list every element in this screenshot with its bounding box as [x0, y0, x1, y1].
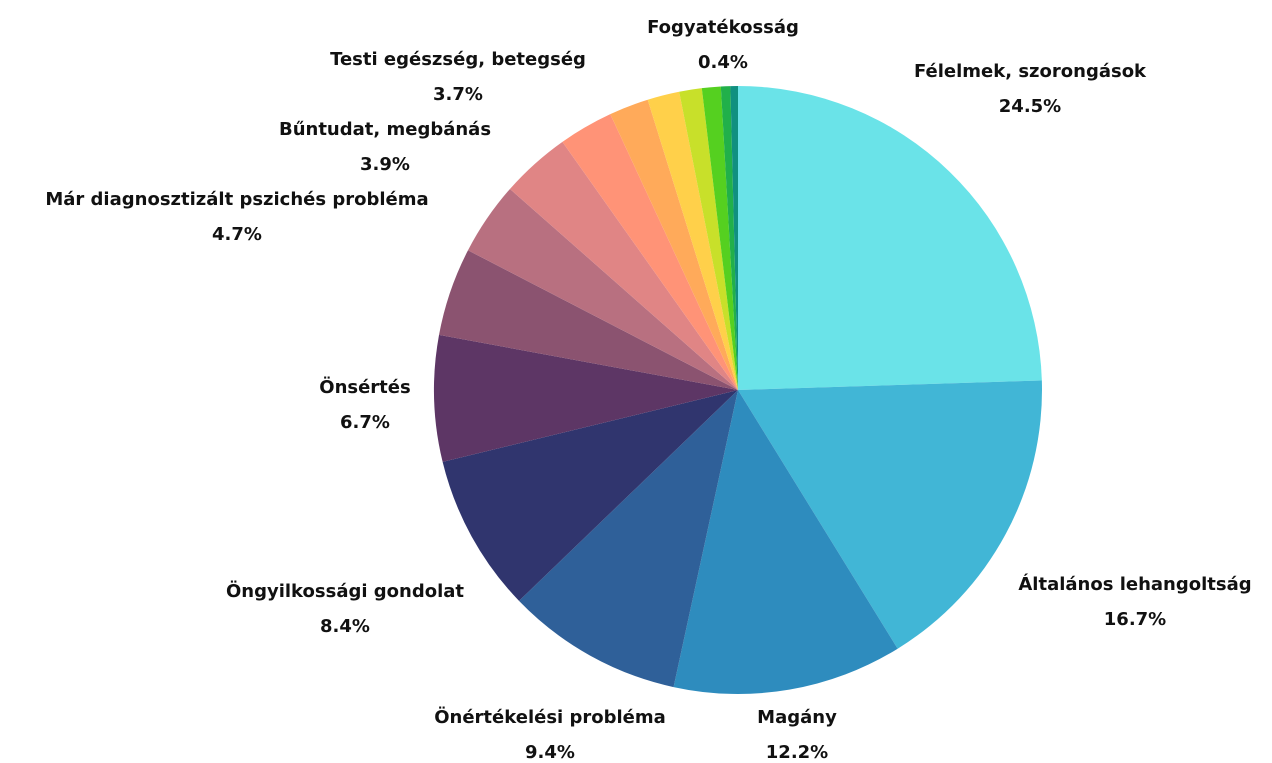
value-label: 0.4%	[698, 52, 748, 73]
value-label: 6.7%	[340, 412, 390, 433]
value-label: 4.7%	[212, 224, 262, 245]
value-label: 16.7%	[1104, 609, 1166, 630]
pie-slice	[442, 390, 738, 601]
value-label: 9.4%	[525, 742, 575, 763]
slice-label: Általános lehangoltság	[1018, 573, 1251, 595]
pie-slice	[701, 86, 738, 390]
slice-label: Testi egészség, betegség	[330, 49, 586, 70]
slice-label: Öngyilkossági gondolat	[226, 580, 464, 602]
pie-slice	[439, 250, 738, 390]
pie-slice	[562, 114, 738, 391]
pie-slice	[610, 99, 738, 390]
pie-slice	[509, 141, 738, 390]
pie-slice	[720, 86, 738, 390]
pie-slice	[738, 86, 1042, 390]
value-label: 3.9%	[360, 154, 410, 175]
slice-label: Fogyatékosság	[647, 17, 799, 38]
value-label: 12.2%	[766, 742, 828, 763]
slice-label: Félelmek, szorongások	[914, 61, 1147, 82]
value-label: 8.4%	[320, 616, 370, 637]
pie-slice	[738, 380, 1042, 649]
pie-slice	[647, 91, 738, 391]
slice-label: Magány	[757, 707, 837, 728]
value-label: 3.7%	[433, 84, 483, 105]
slice-label: Önértékelési probléma	[434, 706, 666, 728]
pie-slice	[673, 390, 898, 694]
slice-label: Már diagnosztizált pszichés probléma	[45, 189, 428, 210]
pie-slice	[519, 390, 738, 688]
pie-slice	[679, 88, 738, 390]
pie-slice	[433, 334, 738, 462]
pie-slice	[730, 86, 738, 390]
slice-label: Önsértés	[319, 376, 410, 398]
slice-label: Bűntudat, megbánás	[279, 119, 491, 140]
pie-slice	[468, 188, 738, 390]
value-label: 24.5%	[999, 96, 1061, 117]
